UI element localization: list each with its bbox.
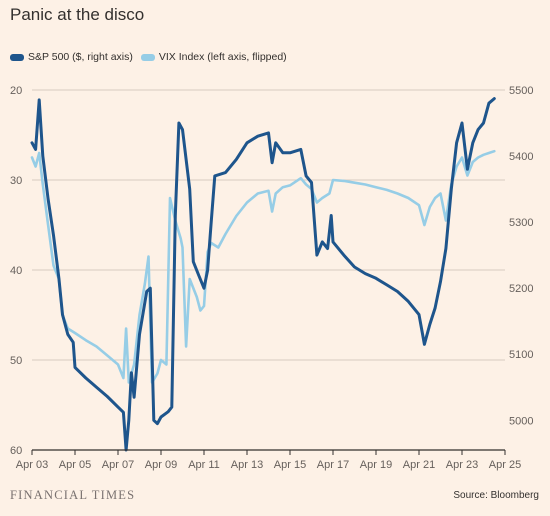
legend: S&P 500 ($, right axis) VIX Index (left …	[10, 51, 295, 63]
x-tick-label: Apr 13	[231, 459, 263, 471]
x-tick-label: Apr 15	[274, 459, 306, 471]
y-left-tick-label: 60	[10, 445, 22, 457]
y-right-tick-label: 5500	[509, 85, 533, 97]
source-note: Source: Bloomberg	[453, 490, 539, 501]
vix-line	[30, 149, 496, 384]
y-right-tick-label: 5100	[509, 349, 533, 361]
legend-label-sp500: S&P 500 ($, right axis)	[28, 51, 133, 63]
y-right-tick-label: 5200	[509, 283, 533, 295]
tick-labels: 20 30 40 50 60 5500 5400 5300 5200 5100 5000 Apr 03…	[10, 85, 533, 471]
x-tick-label: Apr 19	[360, 459, 392, 471]
x-tick-label: Apr 21	[403, 459, 435, 471]
ft-logo-text: FINANCIAL TIMES	[10, 488, 136, 502]
legend-item-vix: VIX Index (left axis, flipped)	[140, 51, 287, 63]
y-right-tick-label: 5000	[509, 415, 533, 427]
x-tick-label: Apr 07	[102, 459, 134, 471]
y-left-tick-label: 30	[10, 175, 22, 187]
gridlines	[32, 89, 505, 361]
x-tick-label: Apr 17	[317, 459, 349, 471]
y-right-tick-label: 5300	[509, 217, 533, 229]
x-tick-label: Apr 23	[446, 459, 478, 471]
legend-swatch-sp500	[10, 53, 24, 61]
y-left-tick-label: 20	[10, 85, 22, 97]
x-tick-label: Apr 25	[489, 459, 521, 471]
y-left-tick-label: 40	[10, 265, 22, 277]
x-tick-label: Apr 03	[16, 459, 48, 471]
x-tick-label: Apr 09	[145, 459, 177, 471]
sp500-line	[30, 97, 496, 452]
legend-item-sp500: S&P 500 ($, right axis)	[10, 51, 133, 63]
y-right-tick-label: 5400	[509, 151, 533, 163]
x-tick-label: Apr 05	[59, 459, 91, 471]
chart-title: Panic at the disco	[10, 5, 145, 24]
x-tick-label: Apr 11	[188, 459, 220, 471]
y-left-tick-label: 50	[10, 355, 22, 367]
legend-swatch-vix	[140, 53, 155, 61]
x-axis	[31, 449, 506, 455]
legend-label-vix: VIX Index (left axis, flipped)	[158, 51, 287, 63]
series-lines	[30, 97, 496, 452]
